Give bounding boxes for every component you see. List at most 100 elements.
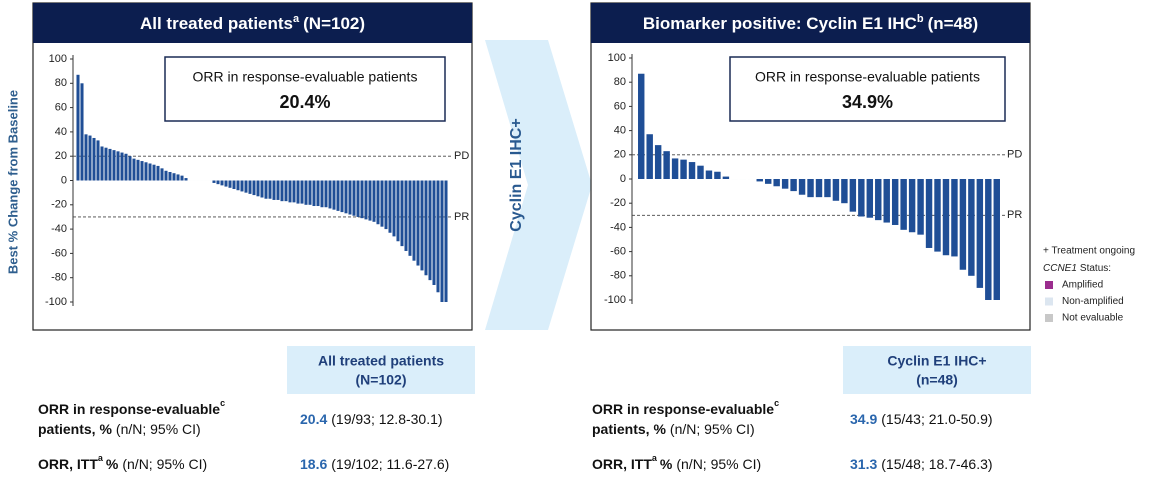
bar [384, 180, 388, 230]
bar [184, 178, 188, 181]
table-header-box [843, 346, 1031, 394]
bar [440, 180, 444, 302]
bar [312, 180, 316, 207]
itt-detail: (19/102; 11.6-27.6) [331, 456, 449, 472]
row-value: 20.4 (19/93; 12.8-30.1) [300, 411, 443, 427]
bar [908, 179, 916, 233]
legend-gene: CCNE1 [1043, 263, 1077, 274]
row-label: ORR, ITTa% (n/N; 95% CI) [38, 453, 207, 471]
bar [156, 165, 160, 181]
bar [108, 148, 112, 181]
legend-swatch [1045, 314, 1053, 322]
bar [404, 180, 408, 251]
bar [376, 180, 380, 225]
chart-title: All treated patientsa (N=102) [140, 13, 365, 34]
y-tick-label: -100 [604, 294, 626, 306]
bar [320, 180, 324, 208]
bar [663, 151, 670, 179]
bar [646, 134, 653, 179]
chart-title: Biomarker positive: Cyclin E1 IHCb (n=48) [643, 13, 978, 34]
bar [176, 174, 180, 181]
bar [764, 179, 772, 184]
table-header: All treated patients [318, 353, 444, 369]
bar [444, 180, 448, 302]
legend-status: Status: [1080, 263, 1111, 274]
bar [372, 180, 376, 222]
bar [356, 180, 360, 217]
bar [705, 170, 713, 179]
row-label-text: % [106, 456, 119, 472]
row-label-note: (n/N; 95% CI) [670, 421, 755, 437]
bar [284, 180, 288, 202]
y-tick-label: 0 [61, 174, 67, 186]
bar [128, 156, 132, 181]
row-value: 34.9 (15/43; 21.0-50.9) [850, 411, 993, 427]
y-tick-label: 100 [608, 52, 626, 64]
bar [917, 179, 924, 235]
bar [172, 173, 176, 181]
row-label-text: patients, % [592, 421, 666, 437]
bar [428, 180, 432, 281]
y-tick-label: 40 [55, 126, 67, 138]
bar [671, 158, 679, 179]
legend-status-title: CCNE1 Status: [1043, 263, 1111, 274]
legend-swatch [1045, 281, 1053, 289]
bar [236, 180, 240, 191]
bar [104, 147, 108, 181]
bar [180, 175, 184, 181]
arrow [485, 40, 592, 330]
bar [212, 180, 216, 183]
bar [292, 180, 296, 203]
bar [714, 171, 721, 179]
bar [124, 153, 128, 181]
bar [296, 180, 300, 204]
title-superscript: a [293, 13, 300, 25]
bar [332, 180, 336, 210]
bar [144, 162, 148, 181]
annotation-text: ORR in response-evaluable patients [193, 69, 418, 85]
row-value: 18.6 (19/102; 11.6-27.6) [300, 456, 449, 472]
bar [368, 180, 372, 221]
row-label-text: patients, % [38, 421, 112, 437]
bar [985, 179, 992, 300]
row-label-superscript: a [652, 453, 658, 463]
legend-swatch [1045, 297, 1053, 306]
bar [412, 180, 416, 261]
bar [392, 180, 396, 237]
bar [268, 180, 272, 199]
y-tick-label: -80 [610, 270, 626, 282]
y-tick-label: -80 [51, 272, 67, 284]
y-tick-label: -20 [51, 199, 67, 211]
title-suffix: (n=48) [928, 14, 979, 33]
legend-label: Not evaluable [1062, 313, 1124, 324]
bar [216, 180, 220, 185]
bar [256, 180, 260, 197]
row-label-note: (n/N; 95% CI) [122, 456, 207, 472]
panel-header [33, 3, 472, 43]
orr-detail: (19/93; 12.8-30.1) [331, 411, 442, 427]
bar [891, 179, 899, 225]
bar [790, 179, 797, 192]
bar [858, 179, 865, 217]
bar [252, 180, 256, 196]
bar [336, 180, 340, 211]
bar [400, 180, 404, 247]
legend-label: Non-amplified [1062, 296, 1124, 307]
y-tick-label: -100 [45, 296, 67, 308]
bar [288, 180, 292, 203]
annotation-value: 34.9% [842, 92, 893, 112]
row-label-note: (n/N; 95% CI) [676, 456, 761, 472]
bar [841, 179, 848, 204]
orr-detail: (15/43; 21.0-50.9) [881, 411, 992, 427]
bar [112, 150, 116, 181]
bar [798, 179, 806, 195]
bar [900, 179, 907, 230]
bar [942, 179, 950, 256]
bar [680, 159, 687, 179]
bar [968, 179, 975, 276]
bar [925, 179, 933, 248]
y-tick-label: 60 [55, 102, 67, 114]
y-tick-label: -20 [610, 197, 626, 209]
row-label-text: ORR, ITT [38, 456, 98, 472]
bar [773, 179, 780, 187]
